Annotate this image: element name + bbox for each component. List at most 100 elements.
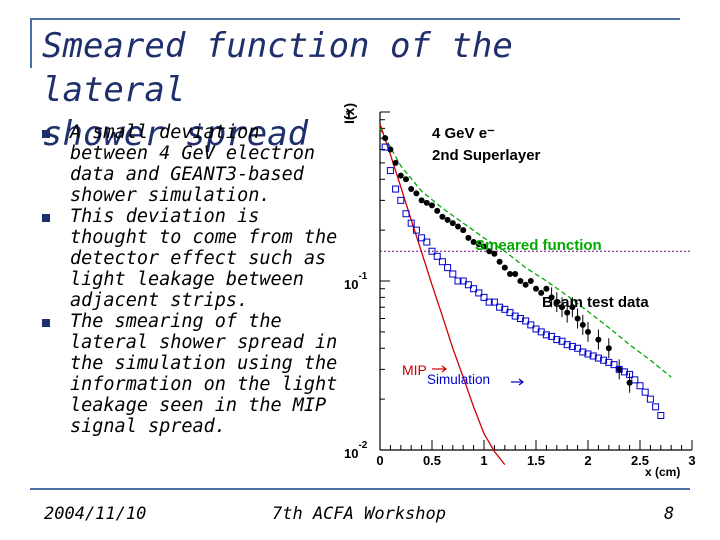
simulation-point bbox=[392, 185, 400, 193]
simulation-point bbox=[464, 281, 472, 289]
beam-test-point bbox=[475, 241, 482, 248]
bullet-item: A small deviation between 4 GeV electron… bbox=[42, 122, 342, 206]
simulation-point bbox=[511, 312, 519, 320]
beam-test-point bbox=[449, 220, 456, 227]
slide-title: Smeared function of the lateral shower s… bbox=[42, 24, 642, 156]
beam-test-point bbox=[522, 281, 529, 288]
simulation-point bbox=[480, 293, 488, 301]
chart-title: 4 GeV e⁻ bbox=[432, 125, 495, 142]
beam-test-point bbox=[418, 197, 425, 204]
bullet-item: The smearing of the lateral shower sprea… bbox=[42, 311, 342, 437]
simulation-point bbox=[418, 234, 426, 242]
footer-date: 2004/11/10 bbox=[44, 504, 147, 524]
simulation-point bbox=[527, 321, 535, 329]
simulation-point bbox=[428, 247, 436, 255]
simulation-point bbox=[470, 285, 478, 293]
simulation-point bbox=[605, 358, 613, 366]
lateral-spread-chart: I(x) 4 GeV e⁻ 2nd Superlayer Smeared fun… bbox=[341, 103, 696, 479]
y-axis-label: I(x) bbox=[341, 103, 357, 124]
simulation-point bbox=[459, 277, 467, 285]
simulation-point bbox=[423, 238, 431, 246]
tick-marks bbox=[379, 111, 693, 451]
bullet-marker-icon bbox=[42, 214, 50, 222]
beam-test-point bbox=[543, 285, 550, 292]
simulation-point bbox=[449, 270, 457, 278]
mip-arrow-icon bbox=[432, 365, 447, 373]
x-tick-label: 1.5 bbox=[527, 453, 545, 468]
x-tick-label: 0.5 bbox=[423, 453, 441, 468]
mip-label: MIP bbox=[402, 362, 427, 378]
beam-test-point bbox=[408, 186, 415, 193]
simulation-label: Simulation bbox=[427, 372, 490, 387]
beam-test-point bbox=[382, 135, 389, 142]
beam-test-point bbox=[527, 278, 534, 284]
smeared-function-label: Smeared function bbox=[475, 237, 602, 254]
x-tick-label: 2.5 bbox=[631, 453, 649, 468]
simulation-point bbox=[490, 298, 498, 306]
beam-test-point bbox=[512, 271, 519, 278]
simulation-point bbox=[496, 303, 504, 311]
y-tick-base: 10 bbox=[344, 277, 358, 292]
simulation-point bbox=[589, 352, 597, 360]
simulation-point bbox=[444, 264, 452, 272]
simulation-point bbox=[641, 388, 649, 396]
beam-test-point bbox=[403, 176, 409, 183]
beam-test-point bbox=[564, 309, 571, 316]
bullet-text: This deviation is thought to come from t… bbox=[70, 206, 338, 311]
beam-test-data-label: Beam test data bbox=[542, 294, 649, 311]
simulation-point bbox=[433, 252, 441, 260]
beam-test-point bbox=[595, 336, 602, 343]
simulation-point bbox=[610, 361, 618, 369]
beam-test-point bbox=[579, 321, 586, 328]
simulation-point bbox=[412, 226, 420, 234]
chart-subtitle: 2nd Superlayer bbox=[432, 147, 541, 164]
beam-test-point bbox=[465, 234, 472, 241]
beam-test-point bbox=[569, 304, 576, 311]
simulation-point bbox=[402, 210, 410, 218]
footer-event: 7th ACFA Workshop bbox=[272, 504, 446, 524]
simulation-point bbox=[584, 350, 592, 358]
beam-test-point bbox=[559, 304, 565, 311]
y-tick-label-1: 1 bbox=[345, 107, 352, 122]
chart-series bbox=[379, 123, 692, 466]
simulation-point bbox=[381, 143, 389, 151]
simulation-point bbox=[636, 382, 644, 390]
simulation-point bbox=[600, 356, 608, 364]
x-tick-label: 3 bbox=[688, 453, 695, 468]
beam-test-point bbox=[444, 216, 451, 223]
beam-test-point bbox=[439, 213, 446, 220]
y-tick-label-0-01: 10-2 bbox=[344, 440, 368, 461]
footer-page-number: 8 bbox=[664, 504, 675, 524]
bullet-list: A small deviation between 4 GeV electron… bbox=[42, 122, 342, 437]
beam-test-point bbox=[491, 250, 498, 257]
slide-title-line-1: Smeared function of the lateral bbox=[42, 26, 513, 110]
slide-title-line-2: shower spread bbox=[42, 114, 309, 154]
beam-test-point bbox=[434, 207, 441, 214]
x-tick-label: 1 bbox=[480, 453, 487, 468]
title-frame-left bbox=[30, 18, 32, 68]
simulation-point bbox=[438, 258, 446, 266]
x-axis-label: x (cm) bbox=[645, 465, 680, 479]
beam-test-point bbox=[538, 289, 545, 296]
footer-divider bbox=[30, 488, 690, 490]
bullet-marker-icon bbox=[42, 319, 50, 327]
beam-test-point bbox=[470, 239, 477, 246]
simulation-point bbox=[516, 314, 524, 322]
beam-test-point bbox=[481, 243, 487, 250]
simulation-point bbox=[485, 298, 493, 306]
y-tick-exp: -1 bbox=[358, 271, 367, 282]
bullet-text: A small deviation between 4 GeV electron… bbox=[70, 122, 316, 206]
beam-test-point bbox=[501, 264, 508, 271]
simulation-point bbox=[563, 341, 571, 349]
simulation-point bbox=[397, 196, 405, 204]
beam-test-point bbox=[486, 248, 493, 255]
simulation-point bbox=[568, 342, 576, 350]
y-tick-label-0-1: 10-1 bbox=[344, 271, 368, 292]
simulation-point bbox=[574, 344, 582, 352]
simulation-point bbox=[475, 289, 483, 297]
y-tick-base: 10 bbox=[344, 446, 358, 461]
simulation-arrow-icon bbox=[511, 378, 524, 386]
simulation-point bbox=[626, 370, 634, 378]
simulation-point bbox=[579, 348, 587, 356]
simulation-point bbox=[553, 336, 561, 344]
